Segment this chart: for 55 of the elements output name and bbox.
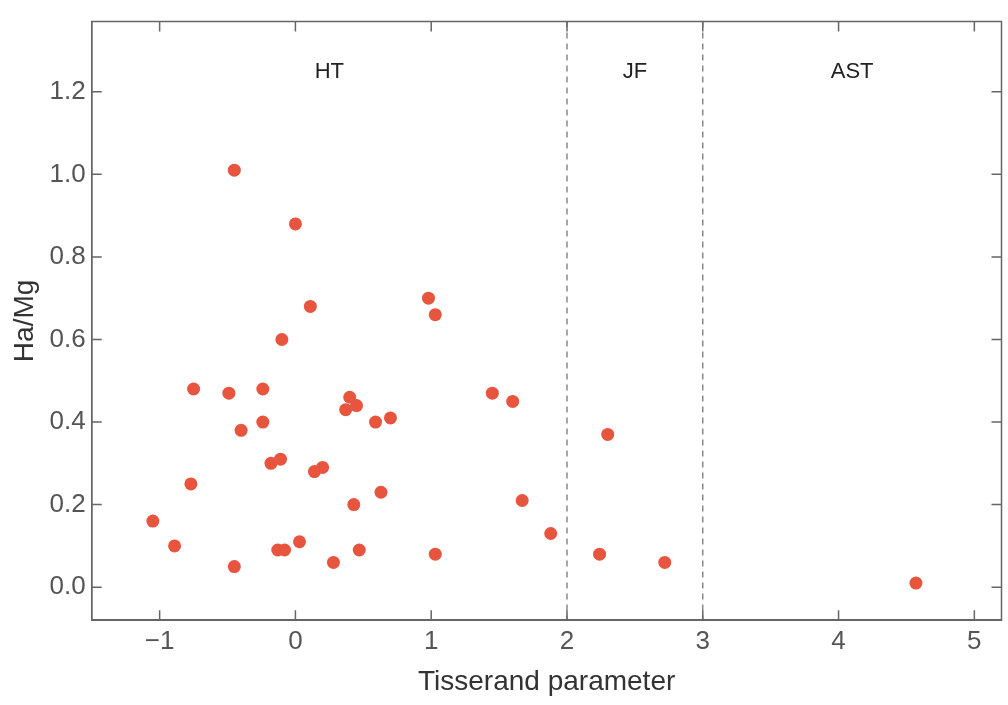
point (275, 332, 289, 346)
point (227, 163, 241, 177)
y-tick-label: 1.2 (49, 74, 86, 105)
point (506, 394, 520, 408)
y-axis-title: Ha/Mg (7, 279, 39, 363)
point (909, 576, 923, 590)
point (352, 543, 366, 557)
point (347, 498, 361, 512)
point (256, 415, 270, 429)
point (601, 427, 615, 441)
point (658, 555, 672, 569)
point (326, 555, 340, 569)
x-axis-title: Tisserand parameter (417, 664, 676, 696)
point (222, 386, 236, 400)
x-tick-label: −1 (144, 624, 175, 655)
x-tick-label: 4 (831, 624, 846, 655)
point (374, 485, 388, 499)
point (350, 399, 364, 413)
point (316, 460, 330, 474)
point (343, 390, 357, 404)
y-tick-label: 0.8 (49, 240, 86, 271)
y-tick-label: 0.2 (49, 487, 86, 518)
point (303, 299, 317, 313)
point (168, 539, 182, 553)
point (339, 403, 353, 417)
point (273, 452, 287, 466)
point (428, 308, 442, 322)
point (593, 547, 607, 561)
point (146, 514, 160, 528)
point (515, 493, 529, 507)
y-tick-label: 0.4 (49, 405, 86, 436)
annotation: AST (830, 57, 874, 83)
y-tick-label: 1.0 (49, 157, 86, 188)
point (544, 527, 558, 541)
x-tick-label: 2 (559, 624, 575, 655)
x-tick-label: 0 (288, 624, 303, 655)
point (383, 411, 397, 425)
point (428, 547, 442, 561)
point (369, 415, 383, 429)
y-tick-label: 0.0 (49, 570, 86, 601)
annotation: HT (314, 57, 345, 83)
y-tick-label: 0.6 (49, 322, 86, 353)
point (234, 423, 248, 437)
point (256, 382, 270, 396)
x-tick-label: 3 (695, 624, 711, 655)
annotation: JF (622, 57, 648, 83)
point (227, 560, 241, 574)
x-tick-label: 5 (967, 624, 982, 655)
point (184, 477, 198, 491)
point (187, 382, 201, 396)
point (485, 386, 499, 400)
x-tick-label: 1 (423, 624, 439, 655)
point (421, 291, 435, 305)
point (288, 217, 302, 231)
point (292, 535, 306, 549)
